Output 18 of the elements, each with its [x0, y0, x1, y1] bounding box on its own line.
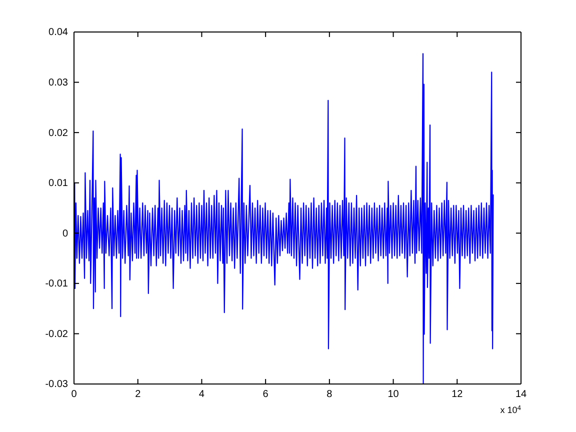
y-tick-label: 0.03	[48, 77, 68, 88]
x-tick-label: 4	[198, 389, 205, 400]
line-series	[74, 53, 494, 384]
x-tick-label: 2	[135, 389, 142, 400]
x-tick-label: 14	[515, 389, 527, 400]
y-tick-label: 0.01	[48, 178, 68, 190]
y-tick-label: -0.02	[45, 328, 68, 340]
y-tick-label: -0.03	[45, 379, 68, 390]
x-tick-label: 0	[71, 389, 78, 400]
x-tick-label: 6	[262, 389, 269, 400]
x-tick-label: 12	[452, 389, 464, 400]
y-tick-label: 0	[62, 228, 68, 240]
x-tick-label: 10	[388, 389, 400, 400]
x-tick-label: 8	[326, 389, 333, 400]
y-tick-label: 0.04	[48, 27, 68, 38]
y-tick-label: 0.02	[48, 128, 68, 139]
text: x 10$^{4}$	[500, 404, 522, 415]
y-tick-label: -0.01	[45, 278, 68, 290]
